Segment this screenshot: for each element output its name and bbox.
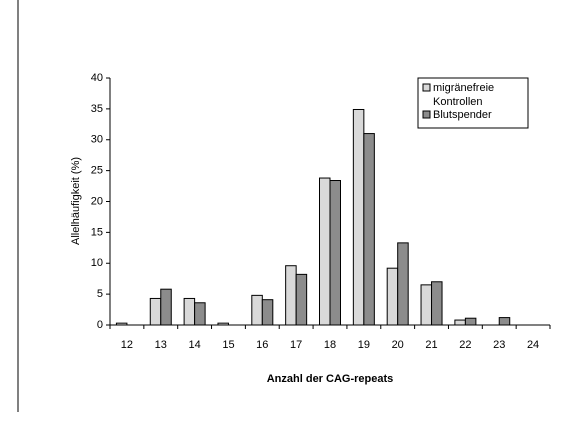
bar (217, 322, 229, 326)
x-tick-label: 17 (290, 339, 302, 351)
y-tick-label: 5 (97, 288, 103, 300)
bar (319, 177, 331, 326)
bar (261, 299, 274, 326)
bar (183, 297, 196, 326)
bar (251, 294, 263, 326)
x-tick-label: 24 (527, 339, 539, 351)
bar (194, 302, 206, 326)
legend-swatch (422, 83, 431, 92)
y-tick-label: 10 (91, 257, 103, 269)
bar (363, 133, 375, 326)
bar (454, 319, 466, 326)
x-tick-label: 13 (155, 339, 167, 351)
bar (285, 265, 297, 326)
x-tick-label: 18 (324, 339, 336, 351)
bar (498, 317, 511, 326)
bar (397, 242, 409, 326)
bar (160, 288, 172, 326)
x-tick-label: 23 (493, 339, 505, 351)
x-tick-label: 14 (188, 339, 200, 351)
bar (149, 297, 162, 326)
y-tick-label: 25 (91, 165, 103, 177)
bar (464, 317, 477, 326)
y-axis-label: Allelhäufigkeit (%) (70, 157, 82, 245)
x-tick-label: 15 (222, 339, 234, 351)
y-tick-label: 30 (91, 134, 103, 146)
bar (420, 284, 433, 326)
x-axis-label: Anzahl der CAG-repeats (267, 373, 394, 385)
legend-label: Blutspender (433, 109, 492, 121)
x-tick-label: 16 (256, 339, 268, 351)
bar (352, 108, 365, 326)
x-tick-label: 21 (425, 339, 437, 351)
bar (431, 281, 443, 326)
y-tick-label: 20 (91, 195, 103, 207)
legend-label: migränefreie Kontrollen (433, 82, 494, 108)
x-tick-label: 19 (358, 339, 370, 351)
y-tick-label: 0 (97, 319, 103, 331)
bar (329, 180, 341, 326)
bar (386, 267, 399, 326)
y-tick-label: 35 (91, 103, 103, 115)
bar (115, 322, 128, 326)
legend-box (417, 77, 529, 129)
x-tick-label: 20 (392, 339, 404, 351)
y-tick-label: 40 (91, 72, 103, 84)
y-tick-label: 15 (91, 226, 103, 238)
bar (295, 273, 308, 326)
x-tick-label: 12 (121, 339, 133, 351)
x-tick-label: 22 (459, 339, 471, 351)
legend-swatch (422, 110, 431, 119)
